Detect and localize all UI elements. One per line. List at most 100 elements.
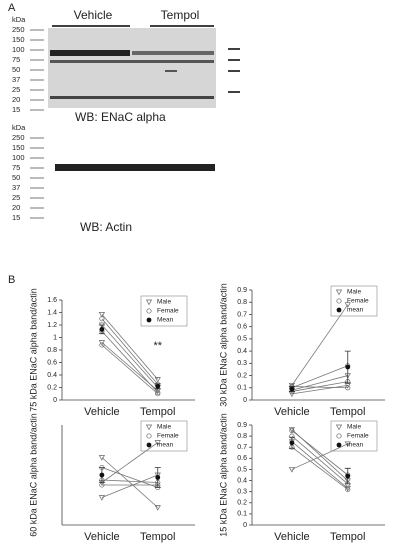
kda-label: 37 bbox=[12, 183, 20, 192]
subject-point bbox=[155, 391, 161, 397]
y-tick-label: 0.3 bbox=[237, 489, 247, 496]
x-tick-label: Tempol bbox=[330, 406, 365, 418]
subject-line bbox=[291, 430, 349, 476]
group-label: Tempol bbox=[161, 8, 200, 22]
y-tick-label: 0.2 bbox=[47, 384, 57, 391]
subject-point bbox=[345, 486, 351, 492]
y-tick-label: 0.8 bbox=[237, 299, 247, 306]
subject-point bbox=[288, 427, 295, 433]
subject-line bbox=[101, 457, 159, 508]
x-tick-label: Vehicle bbox=[274, 531, 309, 543]
y-tick-label: 0.7 bbox=[237, 444, 247, 451]
y-tick-label: 0.8 bbox=[47, 347, 57, 354]
subject-line bbox=[291, 375, 348, 391]
x-tick-label: Tempol bbox=[140, 531, 175, 543]
kda-label: 100 bbox=[12, 153, 25, 162]
legend-label: mean bbox=[347, 442, 364, 449]
mean-point bbox=[345, 364, 351, 370]
mean-point bbox=[99, 472, 105, 478]
y-tick-label: 0.5 bbox=[237, 466, 247, 473]
legend-label: Female bbox=[347, 433, 369, 440]
y-tick-label: 0.8 bbox=[237, 433, 247, 440]
x-tick-label: Tempol bbox=[330, 531, 365, 543]
kda-label: 250 bbox=[12, 133, 25, 142]
y-tick-label: 0.9 bbox=[237, 422, 247, 429]
blot-top bbox=[48, 28, 216, 108]
kda-label: kDa bbox=[12, 15, 26, 24]
legend-box bbox=[140, 420, 188, 452]
y-tick-label: 0.2 bbox=[237, 500, 247, 507]
kda-label: 25 bbox=[12, 193, 20, 202]
kda-label: 50 bbox=[12, 173, 20, 182]
subject-line bbox=[291, 381, 348, 392]
x-tick-label: Vehicle bbox=[84, 531, 119, 543]
y-tick-label: 0.4 bbox=[237, 477, 247, 484]
kda-label: 75 bbox=[12, 55, 20, 64]
band bbox=[50, 60, 214, 63]
subject-point bbox=[344, 441, 351, 448]
band bbox=[55, 164, 215, 171]
legend-marker bbox=[146, 317, 152, 323]
legend-marker bbox=[146, 442, 152, 448]
subject-point bbox=[98, 340, 105, 346]
legend-marker bbox=[336, 298, 342, 304]
y-tick-label: 1 bbox=[53, 334, 57, 341]
y-tick-label: 0.9 bbox=[237, 287, 247, 294]
legend-marker bbox=[336, 307, 342, 313]
subject-line bbox=[291, 446, 349, 490]
kda-label: 75 bbox=[12, 163, 20, 172]
subject-line bbox=[101, 318, 159, 385]
kda-label: 15 bbox=[12, 105, 20, 114]
subject-line bbox=[291, 441, 349, 489]
y-tick-label: 0.1 bbox=[237, 511, 247, 518]
blot-caption: WB: ENaC alpha bbox=[75, 110, 166, 124]
y-axis-label: 15 kDa ENaC alpha band/actin bbox=[218, 413, 228, 537]
mean-point bbox=[289, 440, 295, 446]
kda-label: 150 bbox=[12, 35, 25, 44]
legend-marker bbox=[146, 308, 152, 314]
kda-label: 250 bbox=[12, 25, 25, 34]
legend-marker bbox=[335, 289, 343, 296]
legend-box bbox=[330, 285, 378, 317]
legend-label: Male bbox=[157, 299, 171, 306]
x-tick-label: Tempol bbox=[140, 406, 175, 418]
y-tick-label: 0.7 bbox=[237, 311, 247, 318]
kda-label: 25 bbox=[12, 85, 20, 94]
kda-label: 20 bbox=[12, 203, 20, 212]
legend-label: Male bbox=[157, 424, 171, 431]
subject-point bbox=[154, 440, 161, 446]
panel-label: B bbox=[8, 274, 15, 286]
kda-label: 150 bbox=[12, 143, 25, 152]
subject-line bbox=[291, 365, 348, 389]
legend-box bbox=[140, 295, 188, 327]
subject-point bbox=[98, 455, 105, 461]
kda-label: 37 bbox=[12, 75, 20, 84]
band bbox=[50, 96, 214, 99]
x-tick-label: Vehicle bbox=[274, 406, 309, 418]
subject-line bbox=[101, 474, 158, 498]
y-tick-label: 0.6 bbox=[237, 324, 247, 331]
subject-point bbox=[98, 495, 105, 501]
legend-label: Female bbox=[157, 433, 179, 440]
legend-marker bbox=[336, 433, 342, 439]
subject-line bbox=[101, 324, 159, 388]
y-tick-label: 0 bbox=[53, 397, 57, 404]
legend-label: Mean bbox=[157, 317, 174, 324]
y-axis-label: 60 kDa ENaC alpha band/actin bbox=[28, 413, 38, 537]
y-tick-label: 0.3 bbox=[237, 360, 247, 367]
y-tick-label: 0.5 bbox=[237, 336, 247, 343]
subject-line bbox=[291, 386, 348, 389]
y-tick-label: 0.6 bbox=[47, 359, 57, 366]
y-tick-label: 0 bbox=[243, 522, 247, 529]
subject-line bbox=[101, 344, 159, 395]
subject-point bbox=[99, 342, 105, 348]
subject-point bbox=[289, 428, 295, 434]
mean-point bbox=[155, 475, 161, 480]
blot-background bbox=[48, 28, 216, 108]
subject-point bbox=[154, 505, 161, 511]
legend-marker bbox=[145, 299, 153, 306]
legend-label: Male bbox=[347, 289, 361, 296]
legend-box bbox=[330, 420, 378, 452]
